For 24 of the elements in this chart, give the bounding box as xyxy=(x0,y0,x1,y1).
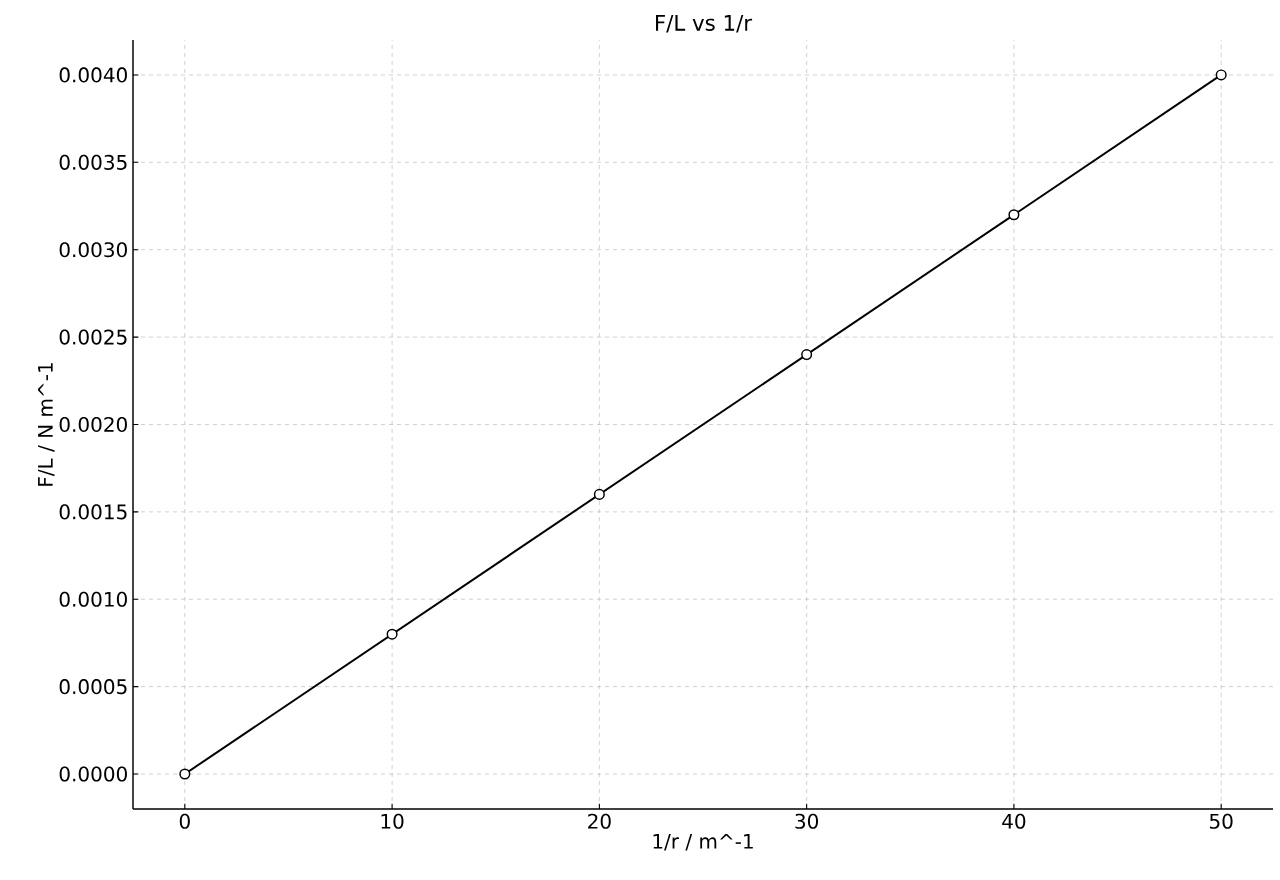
y-tick-label: 0.0030 xyxy=(59,242,127,258)
point xyxy=(1215,69,1227,81)
y-tick-label: 0.0000 xyxy=(59,766,127,782)
x-axis-title: 1/r / m^-1 xyxy=(653,833,753,851)
chart-title: F/L vs 1/r xyxy=(656,15,753,33)
point xyxy=(386,628,398,640)
y-tick-label: 0.0005 xyxy=(59,679,127,695)
y-tick-label: 0.0010 xyxy=(59,591,127,607)
point xyxy=(1008,209,1020,221)
x-tick-label: 30 xyxy=(795,813,819,829)
y-tick-label: 0.0015 xyxy=(59,504,127,520)
y-tick-label: 0.0040 xyxy=(59,67,127,83)
y-axis-title: F/L / N m^-1 xyxy=(38,363,55,486)
x-tick-label: 20 xyxy=(588,813,611,829)
x-tick-label: 0 xyxy=(179,813,190,829)
point xyxy=(179,768,191,780)
y-tick-label: 0.0025 xyxy=(59,329,127,345)
x-tick-label: 10 xyxy=(381,813,404,829)
point xyxy=(801,349,813,361)
y-tick-label: 0.0035 xyxy=(59,154,127,170)
y-tick-label: 0.0020 xyxy=(59,416,127,433)
point xyxy=(593,488,605,500)
x-tick-label: 40 xyxy=(1002,813,1026,829)
x-tick-label: 50 xyxy=(1210,813,1233,829)
